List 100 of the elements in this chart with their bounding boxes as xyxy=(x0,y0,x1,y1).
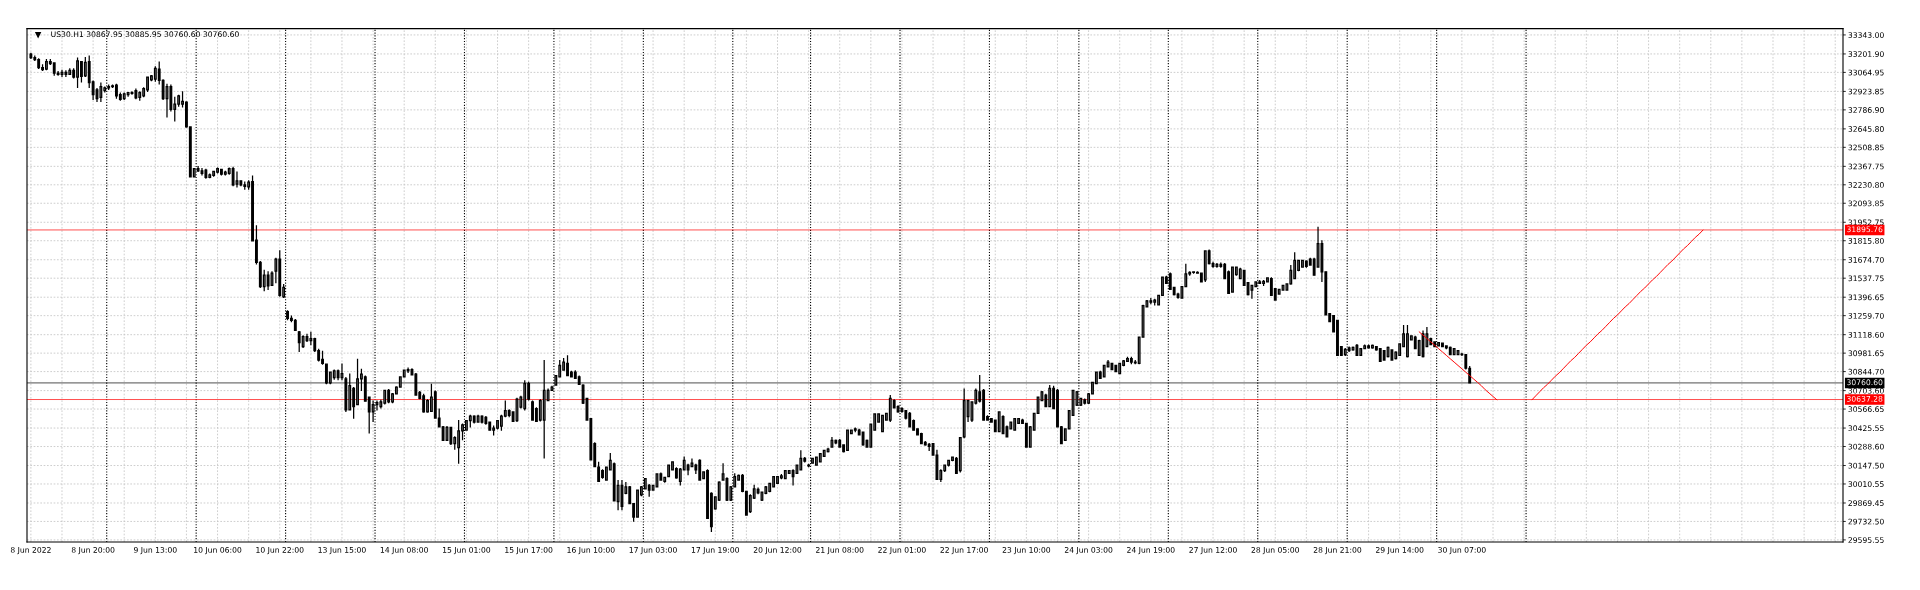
candlestick xyxy=(52,61,56,77)
candlestick xyxy=(134,87,138,100)
candlestick xyxy=(1359,347,1363,357)
candlestick xyxy=(122,91,126,101)
candlestick xyxy=(64,69,68,78)
candlestick xyxy=(1448,345,1452,356)
candlestick xyxy=(791,468,795,487)
candlestick xyxy=(927,442,931,452)
candlestick xyxy=(383,389,387,406)
candlestick xyxy=(1102,364,1106,379)
candlestick xyxy=(37,57,41,70)
candlestick xyxy=(1441,341,1444,348)
candlestick xyxy=(1215,262,1219,269)
candlestick xyxy=(301,334,305,349)
candlestick xyxy=(79,60,83,84)
candlestick xyxy=(138,90,142,102)
candlestick xyxy=(919,432,923,445)
candlestick xyxy=(146,75,149,93)
candlestick xyxy=(799,449,803,472)
candlestick xyxy=(68,67,72,76)
candlestick xyxy=(1382,349,1386,362)
candlestick xyxy=(126,91,130,98)
candlestick xyxy=(387,388,391,404)
candlestick xyxy=(1024,422,1028,449)
candlestick xyxy=(1149,297,1153,305)
candlestick xyxy=(1390,348,1394,362)
candlestick xyxy=(1153,298,1157,307)
candlestick xyxy=(1126,356,1129,363)
candlestick xyxy=(947,459,951,468)
candlestick xyxy=(200,167,204,177)
candlestick xyxy=(822,449,826,458)
candlestick xyxy=(783,469,787,480)
candlestick xyxy=(422,393,426,414)
candlestick xyxy=(1378,347,1382,363)
candlestick xyxy=(99,81,103,103)
candlestick xyxy=(663,476,667,484)
candlestick xyxy=(208,172,212,179)
candlestick xyxy=(76,56,79,89)
candlestick xyxy=(597,461,601,483)
candlestick xyxy=(472,414,476,425)
candlestick xyxy=(838,438,842,449)
candlestick xyxy=(779,473,783,480)
candlestick xyxy=(293,318,297,332)
candlestick xyxy=(1301,259,1304,269)
candlestick xyxy=(1371,343,1374,350)
candlestick xyxy=(1114,364,1118,373)
candlestick xyxy=(1269,276,1273,297)
candlestick xyxy=(406,366,410,374)
candlestick xyxy=(231,166,235,187)
candlestick xyxy=(760,490,764,502)
candlestick xyxy=(1367,343,1371,350)
candlestick xyxy=(488,420,492,432)
candlestick xyxy=(1406,324,1409,359)
candlestick xyxy=(853,426,857,433)
candlestick xyxy=(881,414,884,433)
candlestick xyxy=(476,414,480,424)
candlestick xyxy=(830,436,834,449)
candlestick xyxy=(667,463,671,478)
candlestick xyxy=(531,399,534,422)
candlestick xyxy=(243,180,247,191)
candlestick xyxy=(130,90,134,96)
candlestick xyxy=(278,249,282,298)
candlestick xyxy=(266,270,270,291)
candlestick xyxy=(235,170,239,189)
candlestick xyxy=(776,475,779,485)
candlestick xyxy=(818,452,822,464)
candlestick xyxy=(846,428,849,452)
candlestick xyxy=(1083,397,1087,406)
candlestick xyxy=(1203,249,1207,283)
candlestick xyxy=(1336,319,1339,357)
candlestick xyxy=(1231,265,1234,294)
candlestick xyxy=(1262,279,1266,287)
candlestick xyxy=(1118,362,1122,375)
candlestick xyxy=(1110,362,1114,371)
candlestick xyxy=(772,475,776,489)
candlestick xyxy=(1452,347,1456,356)
candlestick xyxy=(888,394,892,423)
candlestick xyxy=(1250,284,1254,300)
candlestick xyxy=(908,411,912,429)
candlestick xyxy=(1281,284,1285,292)
candlestick xyxy=(1355,343,1359,357)
candlestick xyxy=(861,430,865,447)
candlestick xyxy=(153,65,157,83)
candlestick xyxy=(1001,414,1005,435)
candlestick xyxy=(45,58,48,71)
candlestick xyxy=(219,168,223,177)
candlestick xyxy=(492,424,496,437)
candlestick xyxy=(655,472,659,489)
candlestick xyxy=(566,354,569,377)
candlestick xyxy=(1304,259,1308,269)
candlestick xyxy=(1129,356,1133,365)
candlestick xyxy=(636,488,639,519)
candlestick xyxy=(814,455,818,467)
candlestick xyxy=(826,447,830,454)
candlestick xyxy=(997,410,1001,433)
candlestick xyxy=(698,458,702,482)
candlestick xyxy=(114,83,118,100)
candlestick xyxy=(457,419,461,465)
candlestick xyxy=(297,330,301,353)
candlestick xyxy=(449,426,453,446)
